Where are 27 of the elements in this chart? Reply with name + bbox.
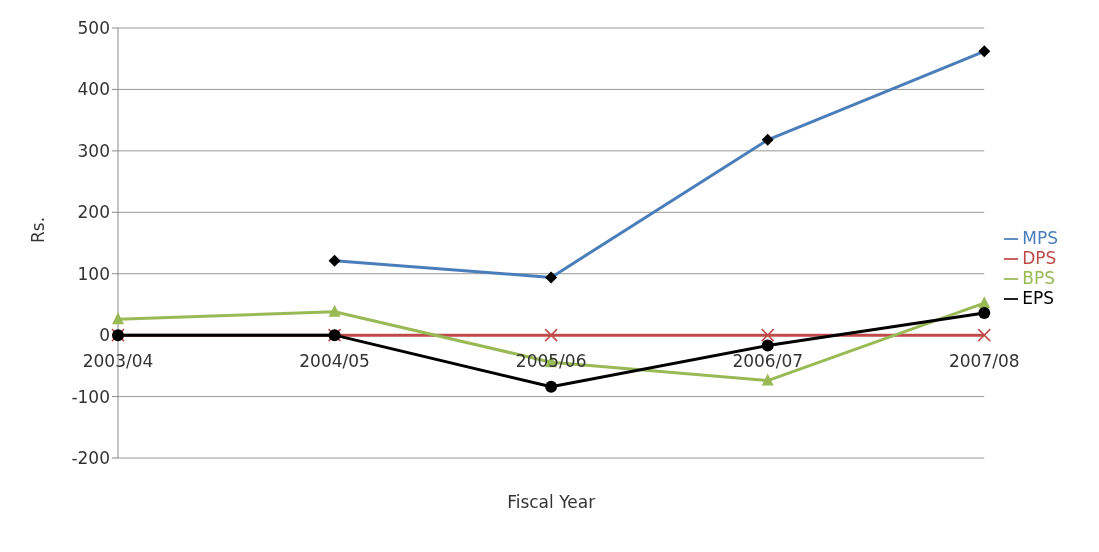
x-tick-label: 2006/07 <box>732 351 804 372</box>
legend-label: BPS <box>1022 268 1055 288</box>
legend-label: DPS <box>1022 248 1057 268</box>
point <box>544 328 558 342</box>
y-tick-label: -100 <box>71 386 110 407</box>
point <box>760 328 775 342</box>
legend-label: EPS <box>1022 288 1055 308</box>
y-tick-label: 400 <box>77 79 110 100</box>
x-tick-label: 2003/04 <box>82 351 154 372</box>
y-tick-label: -200 <box>71 448 110 469</box>
point <box>328 304 341 317</box>
y-tick-label: 300 <box>77 140 110 161</box>
y-tick-label: 500 <box>77 18 110 39</box>
point <box>112 312 124 325</box>
point <box>977 328 992 342</box>
y-tick-label: 0 <box>99 325 110 346</box>
x-tick-label: 2007/08 <box>948 351 1020 372</box>
x-tick-label: 2004/05 <box>299 351 370 372</box>
point <box>545 380 558 393</box>
x-axis-title: Fiscal Year <box>507 492 596 512</box>
point <box>761 373 774 386</box>
y-axis-title: Rs. <box>28 216 49 243</box>
point <box>761 339 774 352</box>
legend-label: MPS <box>1022 228 1058 248</box>
y-tick-label: 100 <box>77 263 110 284</box>
y-tick-label: 200 <box>77 202 110 223</box>
point <box>978 307 991 320</box>
